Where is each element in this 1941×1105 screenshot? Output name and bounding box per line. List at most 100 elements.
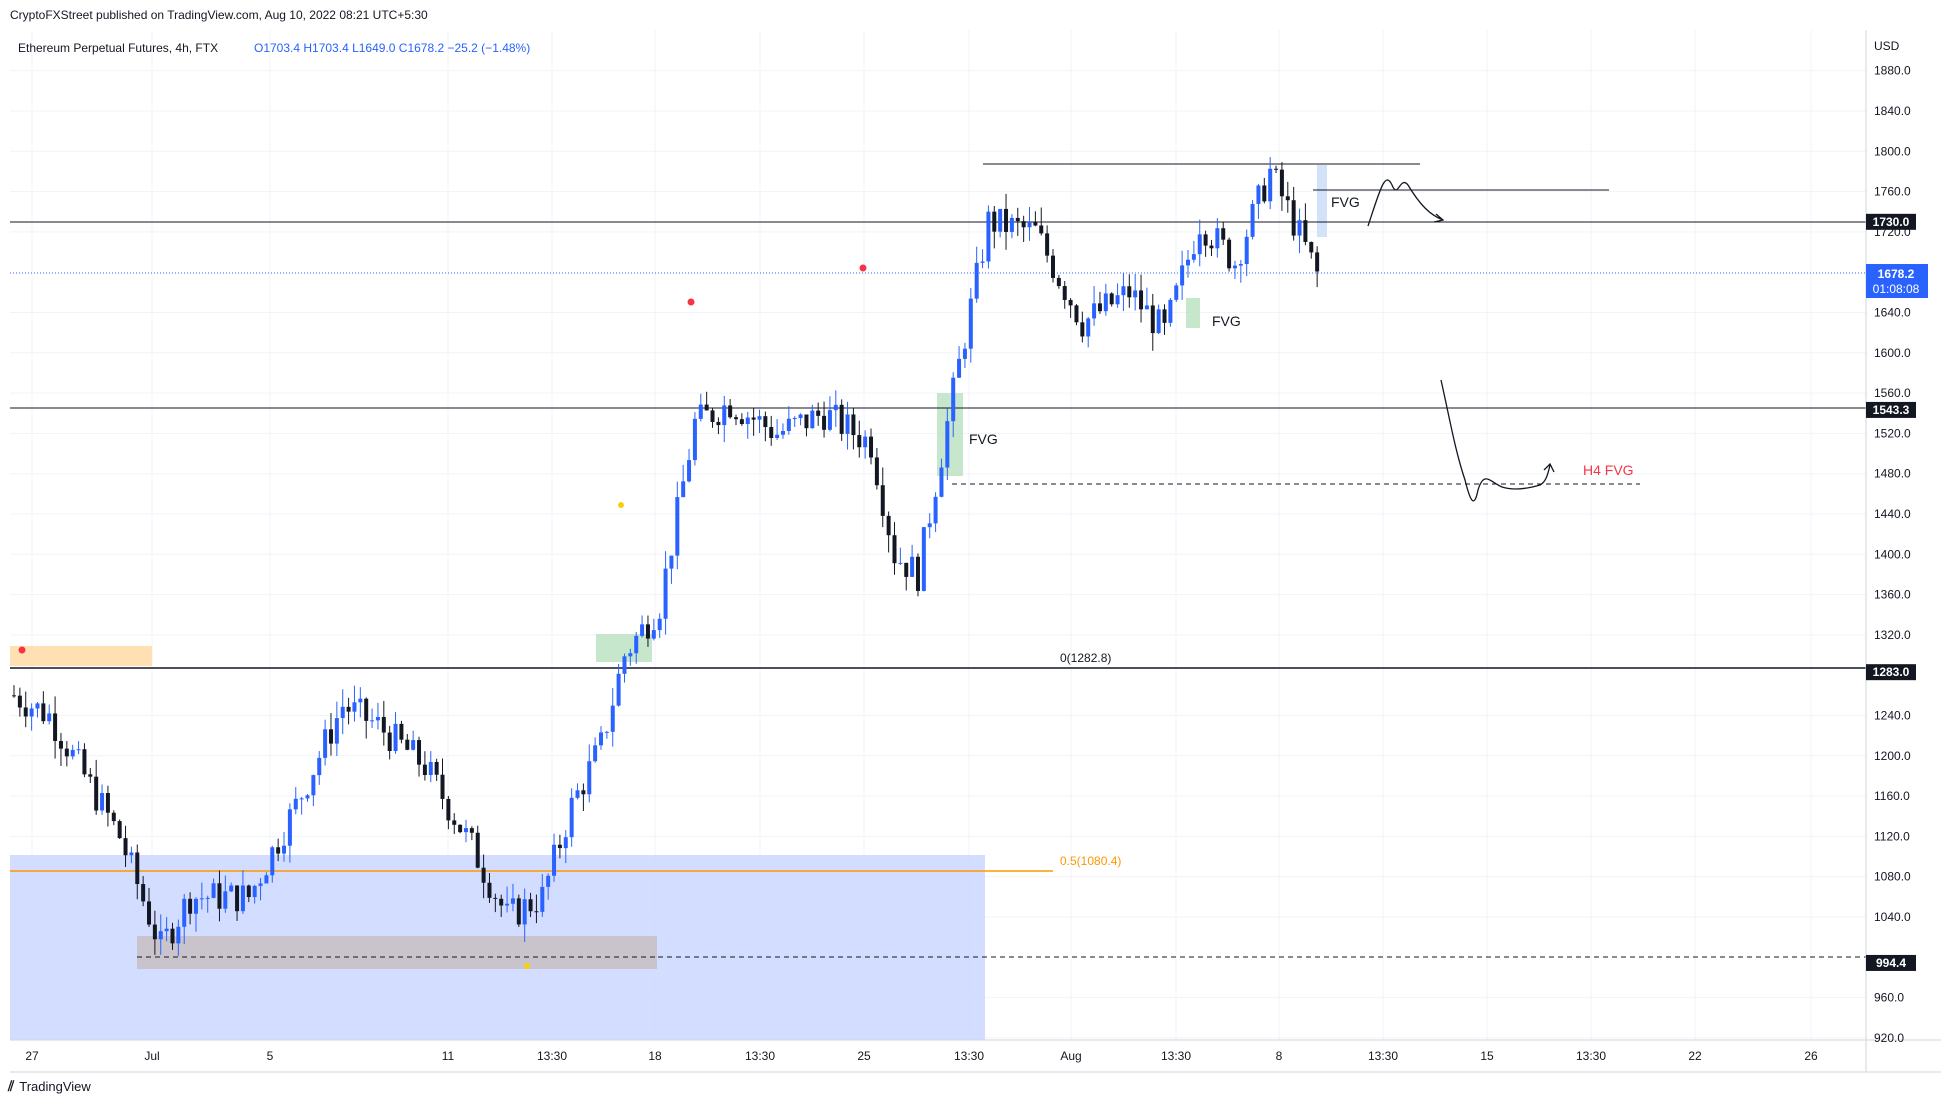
candle-body: [434, 761, 439, 775]
x-tick-label: 18: [648, 1049, 662, 1063]
candle-body: [757, 416, 762, 420]
candle-body: [604, 731, 609, 733]
candle-body: [158, 931, 163, 940]
candle-body: [869, 436, 874, 458]
candle-body: [123, 838, 128, 856]
fvg-zone-4: [1317, 165, 1327, 237]
candle-body: [804, 414, 809, 429]
candle-body: [780, 431, 785, 435]
x-tick-label: 13:30: [954, 1049, 984, 1063]
candle-body: [640, 624, 645, 636]
h4-fvg-label: H4 FVG: [1583, 462, 1634, 478]
candle-body: [1309, 241, 1314, 253]
y-tick-label: 1640.0: [1874, 306, 1911, 320]
y-tick-label: 1400.0: [1874, 547, 1911, 561]
candle-body: [1244, 236, 1249, 265]
candle-body: [305, 795, 310, 799]
candle-body: [1238, 264, 1243, 266]
candle-body: [1074, 305, 1079, 323]
y-tick-label: 1480.0: [1874, 467, 1911, 481]
candle-body: [540, 886, 545, 912]
candle-body: [35, 703, 40, 709]
candle-body: [657, 618, 662, 631]
candle-body: [1268, 168, 1273, 202]
candle-body: [276, 847, 281, 854]
orange-zone: [10, 646, 152, 666]
candle-body: [1086, 318, 1091, 337]
x-tick-label: 13:30: [745, 1049, 775, 1063]
candle-body: [493, 897, 498, 899]
candle-body: [1133, 290, 1138, 298]
candle-body: [1256, 185, 1261, 204]
candle-body: [763, 416, 768, 428]
y-tick-label: 960.0: [1874, 991, 1904, 1005]
candle-body: [399, 723, 404, 740]
candle-body: [82, 749, 87, 775]
candle-body: [141, 884, 146, 902]
candle-body: [728, 405, 733, 418]
candle-body: [722, 405, 727, 426]
candle-body: [428, 761, 433, 776]
time-axis: 27 Jul 5 11 13:30 18 13:30 25 13:30 Aug 13:30 8 13:3…: [25, 1049, 1818, 1063]
candle-body: [1109, 293, 1114, 305]
candle-body: [1285, 196, 1290, 201]
candle-body: [1168, 299, 1173, 323]
candle-body: [199, 898, 204, 900]
candle-body: [1115, 295, 1120, 305]
candle-body: [393, 723, 398, 752]
candle-body: [751, 417, 756, 420]
candle-body: [593, 745, 598, 762]
yellow-marker-2: [524, 963, 530, 969]
candle-body: [599, 732, 603, 746]
candle-body: [41, 703, 46, 722]
tradingview-logo-icon: ⫽: [8, 1078, 14, 1094]
candle-body: [70, 749, 75, 757]
candle-body: [135, 852, 140, 885]
candle-body: [534, 911, 539, 913]
candle-body: [645, 624, 650, 639]
fib-0-label: 0(1282.8): [1060, 651, 1111, 665]
y-tick-label: 1440.0: [1874, 507, 1911, 521]
candle-body: [522, 899, 527, 925]
price-labels: 1730.0 1543.3 1283.0 994.4 1678.201:08:08: [1866, 213, 1928, 971]
x-tick-label: 13:30: [1161, 1049, 1191, 1063]
candle-body: [1250, 203, 1255, 237]
y-tick-label: 1760.0: [1874, 185, 1911, 199]
candle-body: [810, 410, 815, 429]
candle-body: [1027, 222, 1032, 228]
candle-body: [1033, 222, 1038, 226]
candle-body: [845, 414, 850, 434]
candle-body: [822, 415, 827, 430]
candle-body: [1050, 255, 1055, 278]
candle-body: [469, 828, 474, 833]
candle-body: [957, 358, 962, 378]
candle-body: [105, 793, 110, 813]
candle-body: [628, 653, 633, 657]
candle-body: [475, 832, 480, 868]
price-label-box: [1866, 213, 1916, 230]
candle-body: [904, 562, 909, 577]
candle-body: [47, 713, 52, 722]
candle-body: [411, 740, 416, 750]
price-label-box: [1866, 401, 1916, 418]
candle-body: [1297, 220, 1302, 236]
candle-body: [299, 798, 304, 800]
countdown-label: 01:08:08: [1873, 282, 1920, 296]
candle-body: [117, 821, 122, 839]
x-tick-label: 13:30: [1368, 1049, 1398, 1063]
candle-body: [422, 764, 427, 776]
candle-body: [1062, 286, 1067, 300]
candle-body: [663, 568, 668, 619]
candle-body: [610, 705, 615, 732]
candle-body: [951, 377, 956, 422]
candle-body: [152, 924, 157, 940]
candle-body: [258, 883, 263, 886]
candle-body: [980, 261, 985, 263]
x-tick-label: 25: [857, 1049, 871, 1063]
projection-arrow-1: [1433, 213, 1445, 223]
candle-body: [616, 673, 621, 706]
candle-body: [786, 418, 791, 432]
currency-label: USD: [1874, 39, 1900, 53]
candle-body: [974, 262, 979, 299]
